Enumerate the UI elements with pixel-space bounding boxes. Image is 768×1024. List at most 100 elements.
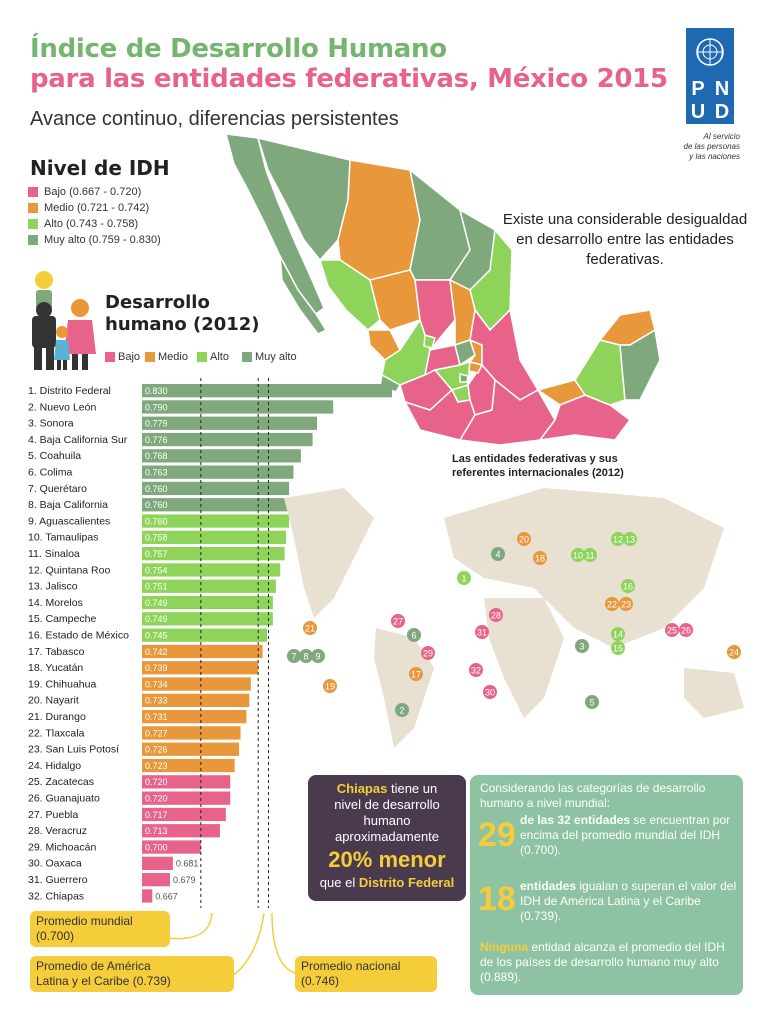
logo-letter-p: P bbox=[691, 77, 705, 100]
bar bbox=[142, 432, 313, 447]
region-guerrero bbox=[403, 388, 476, 441]
world-marker-label: 5 bbox=[589, 698, 594, 708]
bar-value-label: 0.700 bbox=[145, 842, 168, 852]
bar-category-label: 28. Veracruz bbox=[28, 825, 87, 837]
world-marker bbox=[323, 679, 337, 693]
tagline-line-2: de las personas bbox=[683, 142, 740, 151]
world-marker-label: 28 bbox=[491, 611, 501, 621]
bar bbox=[142, 742, 240, 756]
bar-value-label: 0.739 bbox=[145, 663, 168, 673]
world-marker bbox=[311, 649, 325, 663]
bar-category-label: 6. Colima bbox=[28, 467, 73, 479]
bar-category-label: 20. Nayarit bbox=[28, 695, 79, 707]
bar bbox=[142, 693, 250, 707]
world-marker-label: 9 bbox=[315, 652, 320, 662]
world-marker-label: 11 bbox=[585, 551, 594, 561]
world-marker-label: 21 bbox=[305, 624, 315, 634]
north-america-shape bbox=[284, 488, 374, 618]
region-tlaxcala bbox=[468, 361, 484, 374]
world-marker bbox=[475, 625, 489, 639]
world-marker-label: 1 bbox=[461, 574, 466, 584]
bar-value-label: 0.727 bbox=[145, 728, 168, 738]
world-marker bbox=[571, 548, 585, 562]
bar bbox=[142, 677, 251, 691]
bar bbox=[142, 465, 294, 479]
world-marker bbox=[585, 695, 599, 709]
world-marker-label: 29 bbox=[423, 649, 433, 659]
world-marker bbox=[605, 597, 619, 611]
bar-value-label: 0.758 bbox=[145, 533, 168, 543]
bar-value-label: 0.679 bbox=[173, 875, 196, 885]
chiapas-pre: que el bbox=[319, 875, 356, 890]
world-marker-label: 23 bbox=[621, 600, 631, 610]
callout-promedio-nacional: Promedio nacional (0.746) bbox=[295, 956, 437, 992]
bar-category-label: 10. Tamaulipas bbox=[28, 532, 98, 544]
bar-value-label: 0.790 bbox=[145, 402, 168, 412]
bar-value-label: 0.720 bbox=[145, 777, 168, 787]
bar-category-label: 7. Querétaro bbox=[28, 483, 87, 495]
bar-category-label: 14. Morelos bbox=[28, 597, 83, 609]
world-marker-label: 32 bbox=[471, 666, 481, 676]
world-marker bbox=[517, 532, 531, 546]
bar bbox=[142, 840, 201, 854]
chiapas-info-box: Chiapas tiene un nivel de desarrollo hum… bbox=[308, 775, 466, 901]
world-marker bbox=[395, 703, 409, 717]
bar-category-label: 13. Jalisco bbox=[28, 581, 78, 593]
bar-category-label: 27. Puebla bbox=[28, 809, 78, 821]
bar bbox=[142, 807, 226, 822]
bar-category-label: 19. Chihuahua bbox=[28, 678, 96, 690]
world-marker bbox=[303, 621, 317, 635]
world-marker bbox=[287, 649, 301, 663]
world-marker bbox=[623, 532, 637, 546]
world-marker bbox=[407, 628, 421, 642]
world-marker-label: 8 bbox=[303, 652, 308, 662]
consid-text-2: igualan o superan el valor del IDH de Am… bbox=[520, 879, 737, 923]
world-marker bbox=[611, 641, 625, 655]
bar-value-label: 0.749 bbox=[145, 598, 168, 608]
bar-category-label: 30. Oaxaca bbox=[28, 858, 82, 870]
page-title-line-2: para las entidades federativas, México 2… bbox=[30, 64, 668, 94]
bar bbox=[142, 481, 290, 496]
world-marker-label: 2 bbox=[399, 706, 404, 716]
bar bbox=[142, 856, 173, 870]
world-marker bbox=[575, 639, 589, 653]
logo-letter-u: U bbox=[690, 100, 706, 123]
bar-value-label: 0.763 bbox=[145, 468, 168, 478]
bar-category-label: 24. Hidalgo bbox=[28, 760, 81, 772]
bar-value-label: 0.720 bbox=[145, 794, 168, 804]
world-marker-label: 26 bbox=[681, 626, 691, 636]
page-title-line-1: Índice de Desarrollo Humano bbox=[30, 34, 447, 64]
family-icon bbox=[32, 271, 96, 370]
undp-logo: P N U D bbox=[686, 28, 734, 124]
bar bbox=[142, 514, 290, 528]
world-map-title: Las entidades federativas y sus referent… bbox=[452, 453, 624, 479]
chiapas-line-1: tiene un bbox=[390, 781, 438, 796]
consid-number-18: 18 bbox=[478, 880, 516, 918]
bar-category-label: 17. Tabasco bbox=[28, 646, 85, 658]
bar-category-label: 5. Coahuila bbox=[28, 450, 81, 462]
legend-item-alto: Alto (0.743 - 0.758) bbox=[28, 218, 138, 230]
chiapas-line-3: humano bbox=[363, 813, 411, 828]
bar-value-label: 0.681 bbox=[176, 859, 199, 869]
bar-value-label: 0.731 bbox=[145, 712, 168, 722]
region-quintana-roo bbox=[619, 328, 661, 401]
bar bbox=[142, 873, 170, 887]
bar-category-label: 18. Yucatán bbox=[28, 662, 83, 674]
world-marker bbox=[665, 623, 679, 637]
bar bbox=[142, 563, 281, 577]
logo-letter-d: D bbox=[714, 100, 730, 123]
bar-category-label: 2. Nuevo León bbox=[28, 401, 96, 413]
bar bbox=[142, 547, 285, 561]
world-marker bbox=[489, 608, 503, 622]
bar-category-label: 11. Sinaloa bbox=[28, 548, 80, 560]
region-chihuahua bbox=[337, 159, 421, 281]
world-marker-label: 10 bbox=[573, 551, 583, 561]
world-marker bbox=[491, 547, 505, 561]
bar bbox=[142, 644, 263, 659]
map-note: Existe una considerable desigualdad en d… bbox=[502, 211, 748, 268]
bar bbox=[142, 449, 301, 463]
bar-value-label: 0.760 bbox=[145, 500, 168, 510]
world-marker bbox=[583, 548, 597, 562]
